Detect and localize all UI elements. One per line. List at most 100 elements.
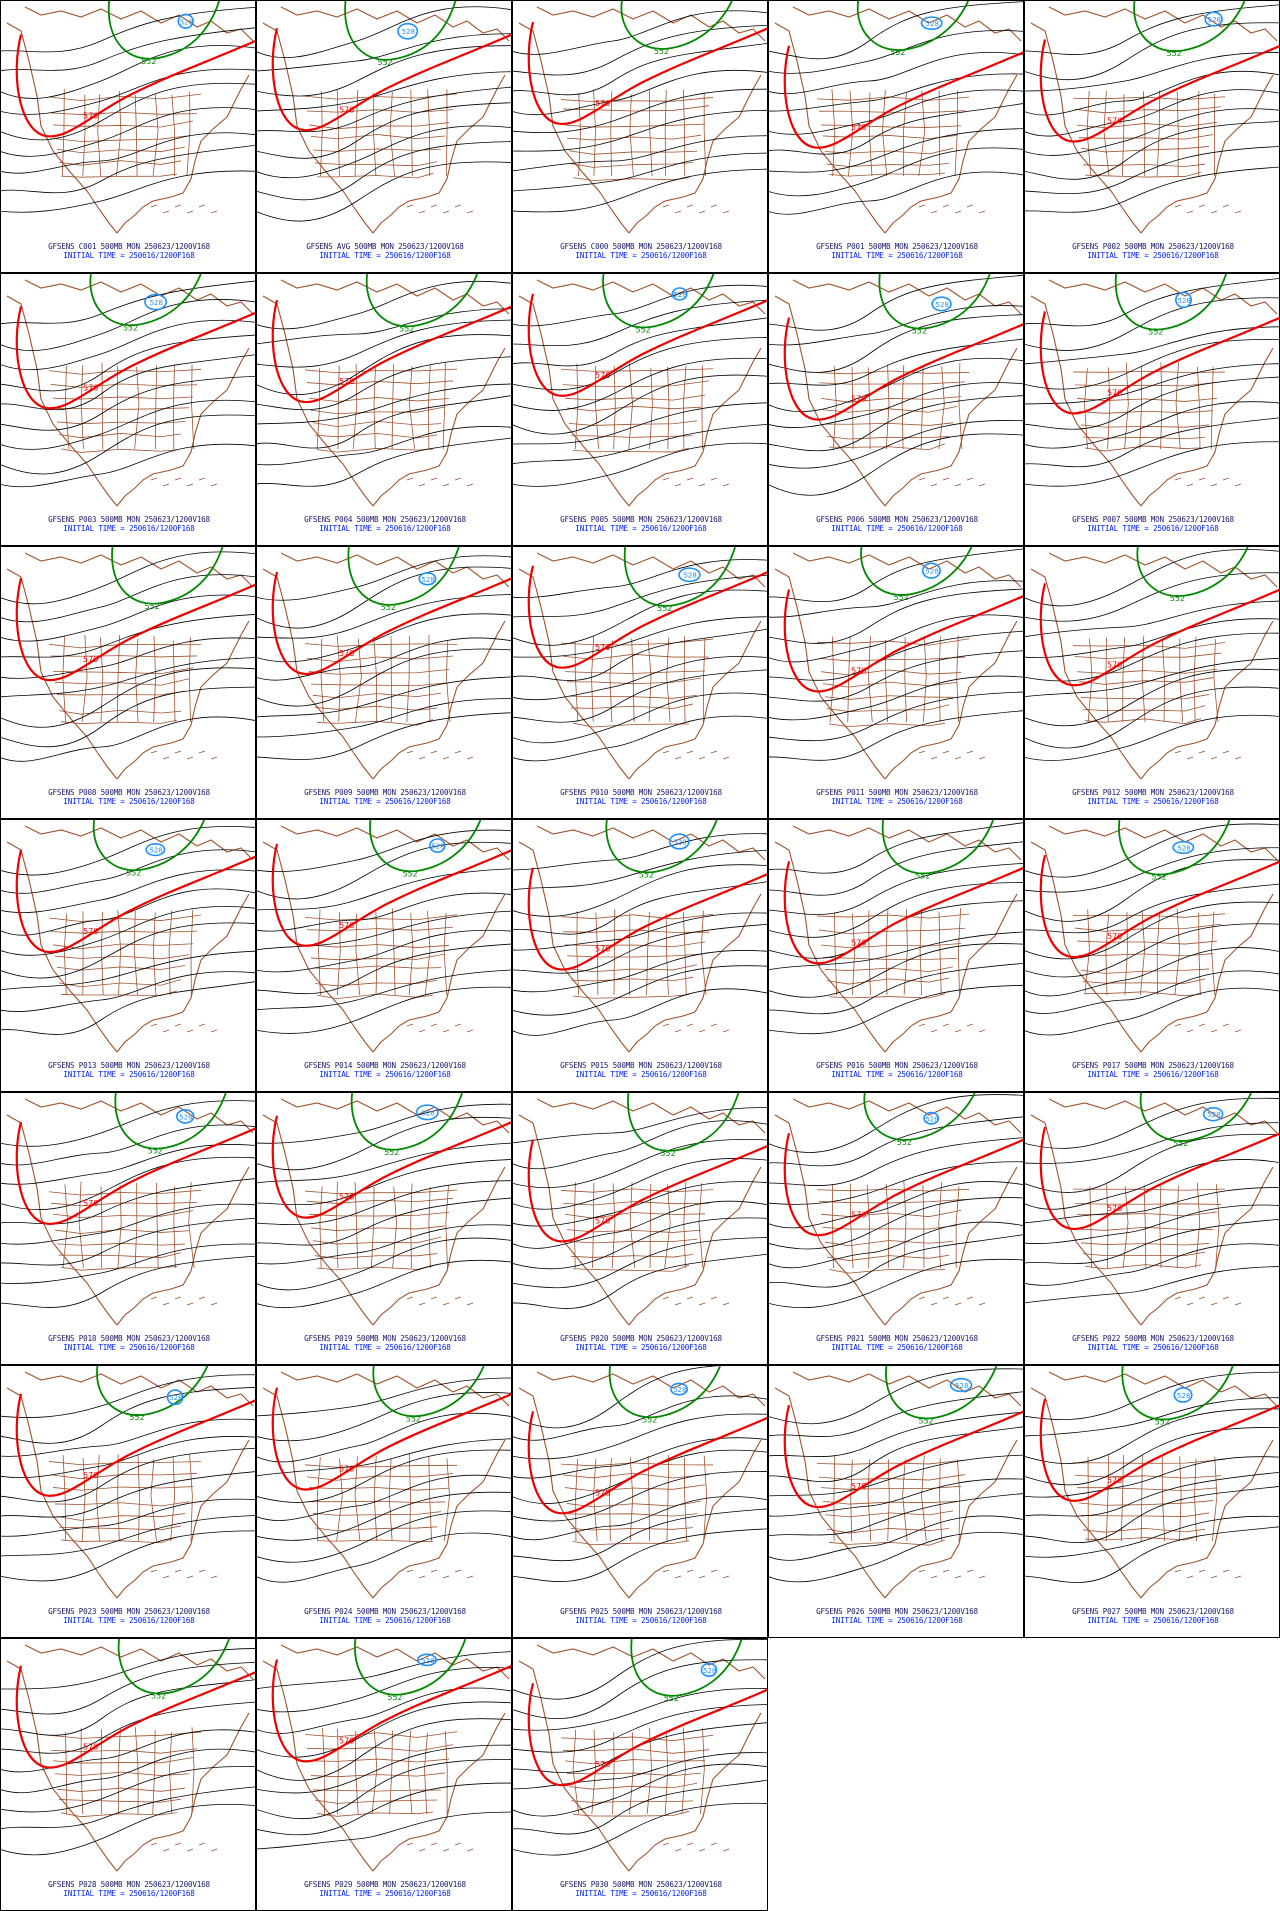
contour-576: [1039, 39, 1279, 143]
panel-initial-time: INITIAL TIME = 250616/1200F168: [831, 1616, 963, 1625]
panel-caption: GFSENS P008 500MB MON 250623/1200V168: [48, 788, 210, 797]
contour-552: [602, 274, 715, 329]
panel-map: 576 552 528: [513, 274, 767, 507]
contour-label-576: 576: [83, 1199, 98, 1208]
contour-552: [878, 274, 991, 330]
coastline: [518, 279, 766, 507]
panel-caption: GFSENS P011 500MB MON 250623/1200V168: [816, 788, 978, 797]
state-borders: [816, 363, 986, 487]
contour-label-552: 552: [1148, 328, 1163, 337]
panel-caption: GFSENS P006 500MB MON 250623/1200V168: [816, 515, 978, 524]
panel-caption: GFSENS P022 500MB MON 250623/1200V168: [1072, 1334, 1234, 1343]
panel-caption: GFSENS P014 500MB MON 250623/1200V168: [304, 1061, 466, 1070]
contour-576: [271, 27, 511, 132]
contour-label-528: 528: [1207, 1111, 1220, 1119]
contour-label-576: 576: [339, 1736, 354, 1745]
panel-caption: GFSENS P002 500MB MON 250623/1200V168: [1072, 242, 1234, 251]
ensemble-panel: 576 552 528 GFSENS AVG 500MB MON 250623/120…: [256, 0, 512, 273]
ensemble-panel: 576 552 528 GFSENS P026 500MB MON 250623/12…: [768, 1365, 1024, 1638]
panel-initial-time: INITIAL TIME = 250616/1200F168: [63, 1343, 195, 1352]
contour-label-576: 576: [595, 945, 610, 954]
state-borders: [816, 1181, 986, 1306]
coastline: [6, 1098, 254, 1326]
contour-label-552: 552: [387, 1693, 402, 1702]
state-borders: [1072, 1454, 1242, 1579]
contour-label-576: 576: [851, 667, 866, 676]
panel-map: 576 552 528: [1, 274, 255, 507]
panel-initial-time: INITIAL TIME = 250616/1200F168: [831, 1070, 963, 1079]
contour-552: [344, 1, 457, 61]
panel-caption: GFSENS P029 500MB MON 250623/1200V168: [304, 1880, 466, 1889]
ensemble-panel: 576 552 528 GFSENS P013 500MB MON 250623/12…: [0, 819, 256, 1092]
panel-map: 576 552: [1025, 547, 1279, 780]
contour-label-552: 552: [1166, 49, 1181, 58]
contour-528: [144, 293, 168, 311]
height-contours: [257, 280, 511, 487]
height-contours: [1, 280, 255, 488]
panel-caption: GFSENS P019 500MB MON 250623/1200V168: [304, 1334, 466, 1343]
coastline: [1030, 279, 1278, 507]
contour-552: [350, 1093, 463, 1151]
state-borders: [304, 362, 474, 487]
state-borders: [816, 635, 986, 760]
coastline: [1030, 1098, 1278, 1326]
contour-label-576: 576: [83, 1471, 98, 1480]
height-contours: [769, 1094, 1023, 1309]
panel-initial-time: INITIAL TIME = 250616/1200F168: [1087, 1616, 1219, 1625]
contour-label-552: 552: [384, 1148, 399, 1157]
panel-map: 576 552: [1, 547, 255, 780]
coastline: [518, 1644, 766, 1872]
panel-initial-time: INITIAL TIME = 250616/1200F168: [575, 1616, 707, 1625]
ensemble-panel: 576 552 GFSENS P024 500MB MON 250623/1200V…: [256, 1365, 512, 1638]
height-contours: [513, 1107, 767, 1309]
ensemble-panel: 576 552 GFSENS P012 500MB MON 250623/1200V…: [1024, 546, 1280, 819]
contour-528: [1175, 291, 1193, 309]
contour-528: [416, 1653, 438, 1667]
contour-label-552: 552: [126, 868, 141, 877]
contour-label-552: 552: [151, 1692, 166, 1701]
state-borders: [816, 88, 986, 214]
panel-caption: GFSENS P001 500MB MON 250623/1200V168: [816, 242, 978, 251]
contour-label-552: 552: [402, 869, 417, 878]
ensemble-panel: 576 552 528 GFSENS P001 500MB MON 250623/12…: [768, 0, 1024, 273]
panel-caption: GFSENS P026 500MB MON 250623/1200V168: [816, 1607, 978, 1616]
contour-576: [271, 299, 511, 404]
contour-label-576: 576: [595, 643, 610, 652]
state-borders: [560, 1727, 730, 1852]
contour-label-576: 576: [339, 105, 354, 114]
state-borders: [1072, 635, 1242, 760]
panel-map: 576 552: [513, 1, 767, 234]
contour-576: [783, 861, 1023, 965]
contour-label-576: 576: [339, 1465, 354, 1474]
contour-528: [166, 1389, 184, 1406]
panel-map: 576 552 528: [769, 547, 1023, 780]
panel-initial-time: INITIAL TIME = 250616/1200F168: [1087, 524, 1219, 533]
state-borders: [304, 1181, 474, 1306]
panel-initial-time: INITIAL TIME = 250616/1200F168: [1087, 1343, 1219, 1352]
contour-552: [107, 1, 221, 60]
contour-528: [670, 1382, 689, 1396]
contour-label-576: 576: [339, 1193, 354, 1202]
contour-552: [1121, 1366, 1234, 1421]
panel-initial-time: INITIAL TIME = 250616/1200F168: [63, 797, 195, 806]
contour-label-552: 552: [664, 1694, 679, 1703]
contour-label-576: 576: [595, 1760, 610, 1769]
contour-label-576: 576: [83, 111, 98, 120]
panel-initial-time: INITIAL TIME = 250616/1200F168: [831, 524, 963, 533]
panel-caption: GFSENS P027 500MB MON 250623/1200V168: [1072, 1607, 1234, 1616]
contour-528: [1172, 840, 1195, 855]
contour-label-528: 528: [673, 1386, 686, 1394]
panel-initial-time: INITIAL TIME = 250616/1200F168: [1087, 1070, 1219, 1079]
height-contours: [1025, 1097, 1279, 1304]
contour-552: [1118, 820, 1231, 876]
panel-map: 576 552 528: [769, 1, 1023, 234]
contour-label-528: 528: [926, 20, 939, 28]
contour-label-576: 576: [83, 927, 98, 936]
coastline: [518, 1371, 766, 1599]
state-borders: [1072, 90, 1242, 214]
ensemble-panel: 576 552 GFSENS C000 500MB MON 250623/1200V…: [512, 0, 768, 273]
contour-576: [15, 34, 255, 138]
panel-map: 576 552: [769, 820, 1023, 1053]
panel-map: 576 552: [513, 1093, 767, 1326]
height-contours: [257, 829, 511, 1034]
